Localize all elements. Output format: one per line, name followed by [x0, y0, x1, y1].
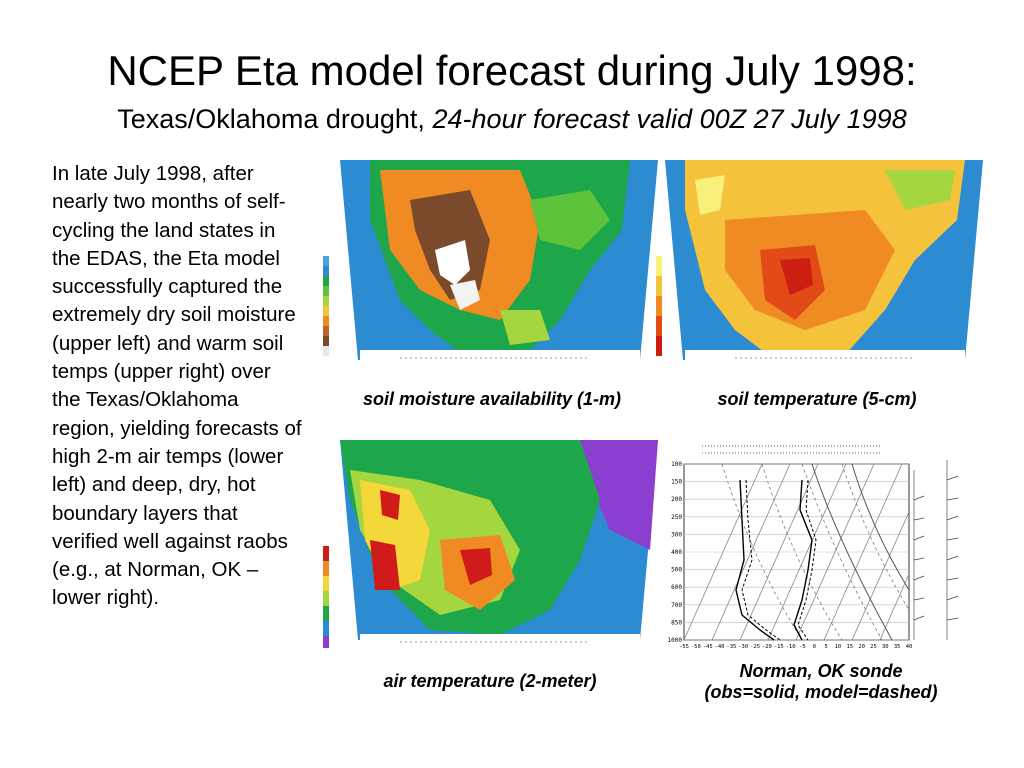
air-temperature-legend-bar	[323, 546, 329, 648]
pressure-level-label: 400	[671, 549, 682, 556]
sonde-skewt-diagram: 100 150 200 250 300 400 500 600 700 850 1000 -55 -5…	[662, 440, 968, 656]
temperature-tick-label: -20	[762, 644, 772, 650]
soil-temperature-legend-bar	[656, 256, 662, 356]
soil-moisture-legend-bar	[323, 256, 329, 356]
slide-subtitle: Texas/Oklahoma drought, 24-hour forecast…	[0, 102, 1024, 136]
pressure-level-label: 100	[671, 461, 682, 468]
pressure-level-labels: 100 150 200 250 300 400 500 600 700 850 1000	[668, 461, 683, 644]
pressure-level-label: 1000	[668, 637, 683, 644]
soil-moisture-map	[340, 160, 658, 372]
pressure-level-label: 850	[671, 619, 682, 626]
temperature-tick-label: -55	[679, 644, 689, 650]
temperature-tick-label: -25	[750, 644, 760, 650]
soil-moisture-caption: soil moisture availability (1-m)	[362, 389, 622, 409]
air-temperature-map	[340, 440, 658, 656]
sonde-caption-line1: Norman, OK sonde	[739, 661, 903, 681]
sonde-caption: Norman, OK sonde (obs=solid, model=dashe…	[668, 661, 974, 703]
model-temperature-trace	[797, 479, 817, 641]
sonde-caption-line2: (obs=solid, model=dashed)	[704, 682, 938, 702]
temperature-tick-label: -35	[726, 644, 736, 650]
pressure-level-label: 300	[671, 531, 682, 538]
temperature-tick-label: -40	[715, 644, 725, 650]
temperature-tick-label: -10	[786, 644, 796, 650]
soil-temperature-legend	[656, 256, 662, 356]
subtitle-italic: 24-hour forecast valid 00Z 27 July 1998	[432, 104, 907, 134]
temperature-tick-label: 20	[858, 644, 865, 650]
temperature-tick-label: 15	[846, 644, 853, 650]
pressure-level-label: 150	[671, 479, 682, 486]
pressure-level-label: 700	[671, 602, 682, 609]
pressure-level-label: 200	[671, 496, 682, 503]
pressure-level-label: 500	[671, 567, 682, 574]
observed-dewpoint-trace	[735, 479, 775, 641]
temperature-tick-label: 0	[813, 644, 816, 650]
observed-temperature-trace	[793, 479, 813, 641]
temperature-tick-label: 35	[894, 644, 901, 650]
body-text: In late July 1998, after nearly two mont…	[52, 162, 302, 610]
slide-title: NCEP Eta model forecast during July 1998…	[107, 47, 917, 94]
model-dewpoint-trace	[741, 479, 781, 641]
pressure-level-label: 250	[671, 514, 682, 521]
temperature-tick-label: 5	[824, 644, 827, 650]
subtitle-plain: Texas/Oklahoma drought,	[117, 104, 433, 134]
temperature-tick-label: 30	[882, 644, 889, 650]
temperature-tick-label: 25	[870, 644, 877, 650]
temperature-tick-label: -50	[691, 644, 701, 650]
temperature-tick-label: 40	[906, 644, 913, 650]
temperature-tick-label: 10	[835, 644, 842, 650]
temperature-tick-label: -30	[738, 644, 748, 650]
air-temperature-caption: air temperature (2-meter)	[383, 671, 597, 691]
temperature-tick-label: -5	[799, 644, 806, 650]
temperature-tick-label: -45	[703, 644, 713, 650]
pressure-level-label: 600	[671, 584, 682, 591]
soil-temperature-caption: soil temperature (5-cm)	[717, 389, 917, 409]
air-temperature-legend	[323, 546, 329, 648]
soil-temperature-map	[665, 160, 983, 372]
temperature-tick-labels: -55 -50 -45 -40 -35 -30 -25 -20 -15 -10 -5 0 5 10 15 20…	[679, 644, 912, 650]
temperature-tick-label: -15	[774, 644, 784, 650]
soil-moisture-legend	[323, 256, 329, 356]
